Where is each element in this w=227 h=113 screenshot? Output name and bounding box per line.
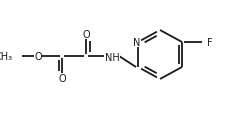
Text: O: O	[58, 73, 66, 83]
Text: N: N	[133, 38, 141, 48]
Text: O: O	[34, 52, 42, 61]
Text: F: F	[207, 38, 213, 48]
Text: NH: NH	[105, 53, 119, 62]
Text: CH₃: CH₃	[0, 52, 13, 61]
Text: O: O	[82, 30, 90, 40]
